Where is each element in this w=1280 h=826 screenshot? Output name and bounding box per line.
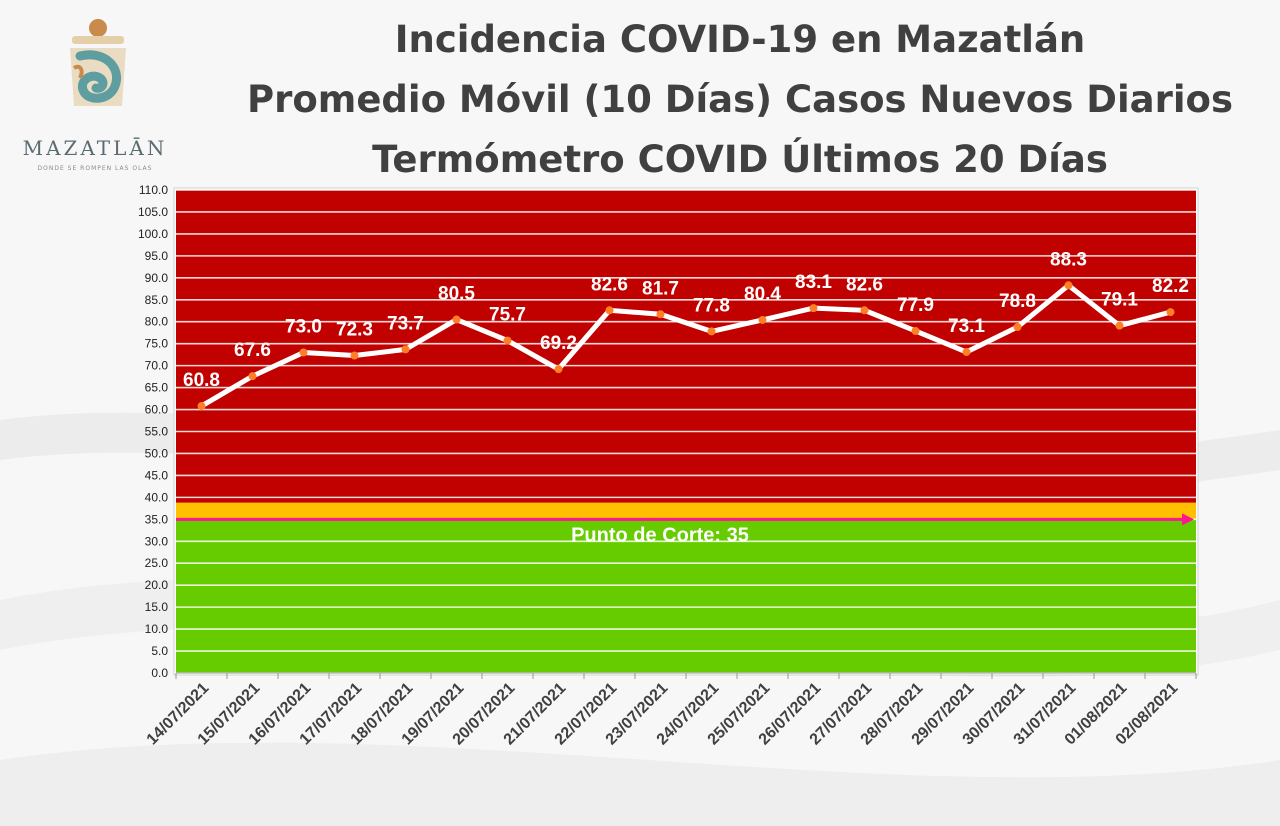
data-label: 79.1 [1101, 290, 1138, 311]
data-point [1166, 308, 1175, 317]
data-point [809, 304, 818, 313]
y-tick-label: 35.0 [145, 512, 169, 526]
y-tick-label: 5.0 [151, 644, 168, 658]
data-label: 73.0 [285, 316, 322, 337]
data-label: 75.7 [489, 305, 526, 326]
y-tick-label: 70.0 [145, 359, 169, 373]
zone-band-0 [176, 519, 1196, 673]
title-line-2: Promedio Móvil (10 Días) Casos Nuevos Di… [246, 78, 1233, 121]
cutoff-arrow-icon [1182, 513, 1194, 526]
y-tick-label: 90.0 [145, 271, 169, 285]
y-tick-label: 40.0 [145, 490, 169, 504]
y-tick-label: 95.0 [145, 249, 169, 263]
data-label: 80.4 [744, 284, 781, 305]
data-point [197, 402, 206, 411]
y-tick-label: 110.0 [139, 183, 168, 197]
data-point [758, 315, 767, 324]
data-label: 72.3 [336, 320, 373, 341]
data-label: 88.3 [1050, 249, 1087, 270]
data-label: 77.8 [693, 295, 730, 316]
data-point [299, 348, 308, 357]
y-tick-label: 30.0 [145, 534, 169, 548]
y-tick-label: 25.0 [145, 556, 169, 570]
zone-band-2 [176, 190, 1196, 503]
data-label: 82.2 [1152, 276, 1189, 297]
y-tick-label: 60.0 [145, 403, 169, 417]
logo-name: MAZATLĀN [22, 136, 168, 160]
y-tick-label: 55.0 [145, 425, 169, 439]
data-point [452, 315, 461, 324]
y-tick-label: 20.0 [145, 578, 169, 592]
y-tick-label: 75.0 [145, 337, 169, 351]
cutoff-label: Punto de Corte: 35 [571, 524, 749, 546]
data-point [605, 306, 614, 315]
title-block: Incidencia COVID-19 en Mazatlán Promedio… [200, 10, 1280, 190]
data-label: 82.6 [846, 274, 883, 295]
data-label: 73.1 [948, 316, 985, 337]
y-tick-label: 50.0 [145, 446, 169, 460]
data-point [248, 372, 257, 381]
data-label: 78.8 [999, 291, 1036, 312]
data-point [707, 327, 716, 336]
data-label: 81.7 [642, 278, 679, 299]
zone-band-1 [176, 502, 1196, 520]
data-label: 77.9 [897, 295, 934, 316]
data-point [1064, 281, 1073, 290]
data-label: 73.7 [387, 313, 424, 334]
mazatlan-logo-icon [70, 19, 126, 106]
y-tick-label: 85.0 [145, 293, 169, 307]
mazatlan-logo: MAZATLĀN DONDE SE ROMPEN LAS OLAS [10, 8, 180, 178]
data-point [962, 348, 971, 357]
series-line [200, 282, 1172, 409]
data-label: 60.8 [183, 370, 220, 391]
data-point [911, 326, 920, 335]
data-point [350, 351, 359, 360]
data-point [503, 336, 512, 345]
y-tick-label: 15.0 [145, 600, 169, 614]
y-tick-label: 105.0 [138, 205, 168, 219]
y-tick-label: 100.0 [138, 227, 168, 241]
y-tick-label: 80.0 [145, 315, 169, 329]
y-tick-label: 0.0 [151, 666, 168, 680]
data-label: 67.6 [234, 340, 271, 361]
data-point [860, 306, 869, 315]
title-line-1: Incidencia COVID-19 en Mazatlán [394, 18, 1086, 61]
data-label: 80.5 [438, 284, 475, 305]
y-tick-label: 10.0 [145, 622, 169, 636]
data-point [1115, 321, 1124, 330]
data-point [401, 345, 410, 354]
logo-tagline: DONDE SE ROMPEN LAS OLAS [37, 165, 153, 172]
data-label: 83.1 [795, 272, 832, 293]
data-point [656, 310, 665, 319]
data-label: 82.6 [591, 274, 628, 295]
y-tick-label: 45.0 [145, 468, 169, 482]
title-line-3: Termómetro COVID Últimos 20 Días [372, 138, 1108, 181]
y-tick-label: 65.0 [145, 381, 169, 395]
data-point [554, 365, 563, 374]
data-point [1013, 322, 1022, 331]
data-label: 69.2 [540, 333, 577, 354]
